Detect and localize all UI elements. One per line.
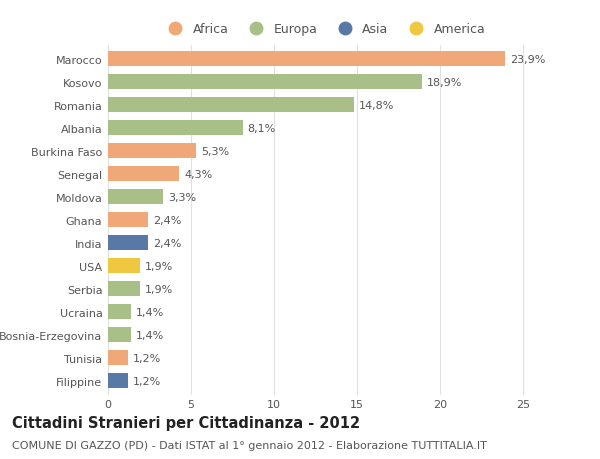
Text: 1,9%: 1,9%	[145, 284, 173, 294]
Text: 2,4%: 2,4%	[153, 238, 181, 248]
Text: 3,3%: 3,3%	[168, 192, 196, 202]
Text: 1,4%: 1,4%	[136, 307, 164, 317]
Bar	[108, 167, 179, 182]
Text: 2,4%: 2,4%	[153, 215, 181, 225]
Bar	[108, 98, 354, 113]
Bar	[108, 259, 140, 274]
Legend: Africa, Europa, Asia, America: Africa, Europa, Asia, America	[163, 23, 485, 36]
Text: 1,4%: 1,4%	[136, 330, 164, 340]
Bar	[108, 236, 148, 251]
Text: 5,3%: 5,3%	[201, 146, 229, 157]
Text: 14,8%: 14,8%	[359, 101, 394, 111]
Bar	[108, 213, 148, 228]
Text: 4,3%: 4,3%	[184, 169, 212, 179]
Text: 8,1%: 8,1%	[248, 123, 276, 134]
Bar	[108, 121, 242, 136]
Bar	[108, 374, 128, 388]
Text: 1,2%: 1,2%	[133, 376, 161, 386]
Bar	[108, 305, 131, 319]
Bar	[108, 190, 163, 205]
Bar	[108, 282, 140, 297]
Text: Cittadini Stranieri per Cittadinanza - 2012: Cittadini Stranieri per Cittadinanza - 2…	[12, 415, 360, 431]
Text: COMUNE DI GAZZO (PD) - Dati ISTAT al 1° gennaio 2012 - Elaborazione TUTTITALIA.I: COMUNE DI GAZZO (PD) - Dati ISTAT al 1° …	[12, 440, 487, 450]
Text: 1,2%: 1,2%	[133, 353, 161, 363]
Bar	[108, 351, 128, 365]
Bar	[108, 75, 422, 90]
Text: 23,9%: 23,9%	[510, 55, 545, 65]
Bar	[108, 144, 196, 159]
Bar	[108, 52, 505, 67]
Text: 1,9%: 1,9%	[145, 261, 173, 271]
Bar	[108, 328, 131, 342]
Text: 18,9%: 18,9%	[427, 78, 463, 88]
